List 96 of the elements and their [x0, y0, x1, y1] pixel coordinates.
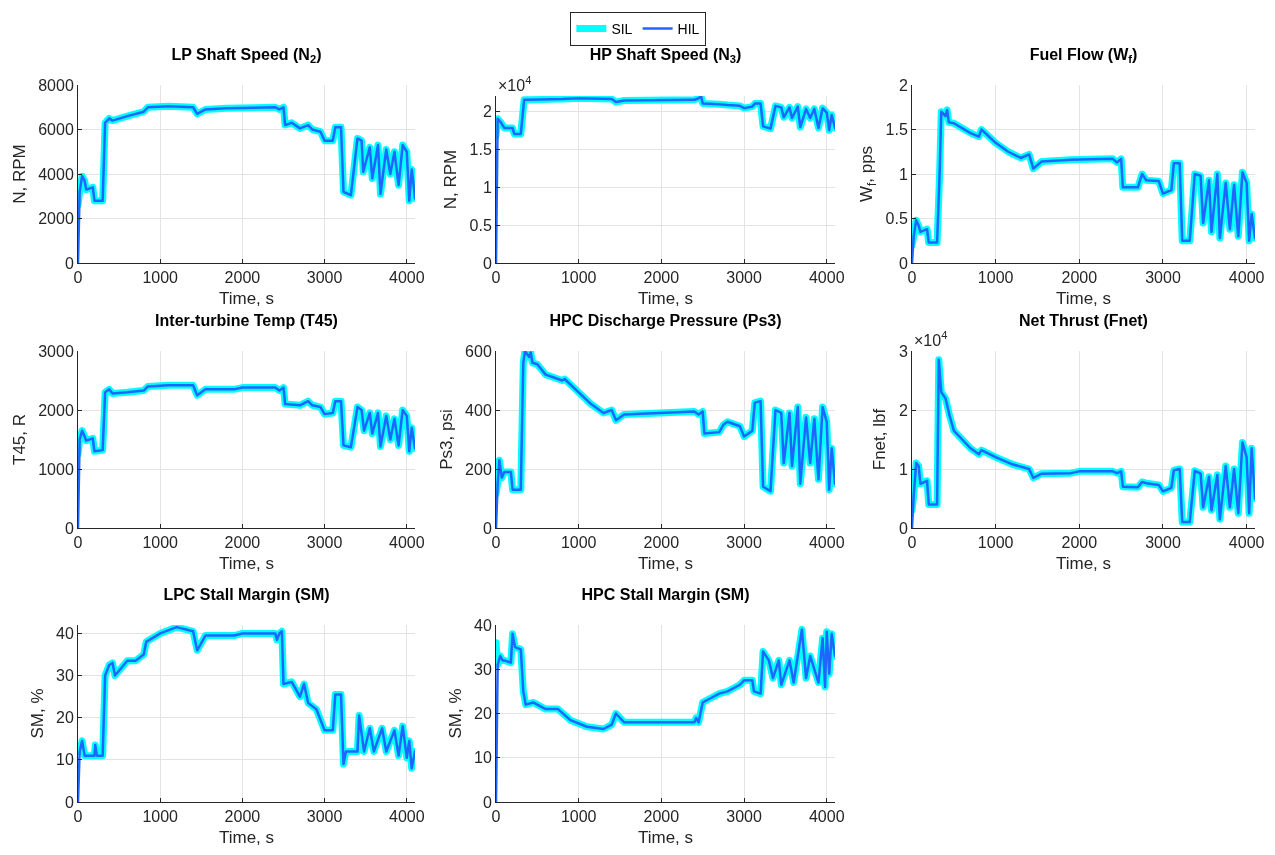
- x-tick-label: 2000: [224, 269, 261, 287]
- x-axis-title: Time, s: [218, 827, 275, 847]
- chart-title: Fuel Flow (W$_{f}$): [1029, 46, 1138, 66]
- y-tick-label: 30: [474, 660, 492, 678]
- chart-title: LPC Stall Margin (SM): [163, 586, 330, 603]
- y-tick-label: 2: [482, 102, 492, 120]
- y-tick-label: 3000: [38, 342, 74, 360]
- y-tick-label: 3: [898, 342, 908, 360]
- x-tick-label: 3000: [306, 534, 343, 552]
- x-tick-label: 2000: [643, 269, 680, 287]
- chart-title: HP Shaft Speed (N$_{3}$): [589, 46, 742, 66]
- y-tick-label: 4000: [38, 165, 74, 183]
- y-tick-label: 0: [898, 254, 908, 272]
- y-axis-title: SM, %: [445, 688, 465, 739]
- x-tick-label: 2000: [1061, 269, 1098, 287]
- x-axis-title: Time, s: [637, 553, 694, 573]
- y-tick-label: 0: [64, 519, 74, 537]
- legend-label: HIL: [677, 20, 700, 37]
- x-axis-title: Time, s: [218, 288, 275, 308]
- y-tick-label: 0: [64, 254, 74, 272]
- legend-label: SIL: [611, 20, 633, 37]
- y-tick-label: 8000: [38, 76, 74, 94]
- y-tick-label: 20: [56, 709, 74, 727]
- x-tick-label: 1000: [142, 269, 179, 287]
- x-tick-label: 1000: [560, 534, 597, 552]
- x-tick-label: 2000: [1061, 534, 1098, 552]
- y-axis-title: T45, R: [9, 413, 29, 466]
- y-tick-label: 400: [465, 401, 492, 419]
- y-tick-label: 1: [898, 165, 908, 183]
- y-tick-label: 1.5: [469, 140, 492, 158]
- y-tick-label: 1.5: [885, 121, 908, 139]
- x-tick-label: 3000: [306, 808, 343, 826]
- y-tick-label: 200: [465, 460, 492, 478]
- y-tick-label: 0: [482, 254, 492, 272]
- x-tick-label: 3000: [726, 808, 762, 826]
- x-tick-label: 1000: [977, 269, 1014, 287]
- y-axis-title: SM, %: [27, 688, 47, 739]
- y-tick-label: 0: [898, 519, 908, 537]
- y-tick-label: 600: [465, 342, 492, 360]
- x-axis-title: Time, s: [637, 288, 694, 308]
- x-tick-label: 3000: [1145, 534, 1181, 552]
- y-tick-label: 1: [898, 460, 908, 478]
- chart-title: Net Thrust (Fnet): [1019, 312, 1148, 329]
- y-tick-label: 0.5: [469, 216, 492, 234]
- x-tick-label: 1000: [560, 808, 597, 826]
- y-tick-label: 2: [898, 401, 908, 419]
- x-tick-label: 4000: [1228, 269, 1265, 287]
- y-axis-title: N, RPM: [441, 149, 461, 210]
- x-tick-label: 4000: [388, 269, 425, 287]
- y-tick-label: 20: [474, 705, 492, 723]
- x-axis-title: Time, s: [637, 827, 694, 847]
- y-tick-label: 0.5: [885, 210, 908, 228]
- x-tick-label: 3000: [306, 269, 343, 287]
- y-tick-label: 0: [64, 793, 74, 811]
- x-tick-label: 3000: [726, 534, 762, 552]
- y-tick-label: 6000: [38, 121, 74, 139]
- text: ×10$^{4}$: [498, 74, 532, 94]
- y-tick-label: 10: [56, 751, 74, 769]
- x-tick-label: 2000: [224, 808, 261, 826]
- x-tick-label: 4000: [808, 269, 845, 287]
- y-axis-title: Ps3, psi: [436, 409, 456, 470]
- x-axis-title: Time, s: [1055, 553, 1112, 573]
- y-tick-label: 2: [898, 76, 908, 94]
- x-tick-label: 4000: [388, 808, 425, 826]
- x-axis-title: Time, s: [218, 553, 275, 573]
- x-tick-label: 2000: [224, 534, 261, 552]
- chart-title: HPC Discharge Pressure (Ps3): [549, 312, 782, 329]
- y-axis-title: Fnet, lbf: [870, 408, 890, 471]
- y-tick-label: 2000: [38, 210, 74, 228]
- y-tick-label: 30: [56, 667, 74, 685]
- x-tick-label: 4000: [808, 808, 845, 826]
- x-tick-label: 3000: [1145, 269, 1181, 287]
- x-tick-label: 1000: [977, 534, 1014, 552]
- y-tick-label: 1000: [38, 460, 74, 478]
- y-tick-label: 40: [474, 616, 492, 634]
- y-tick-label: 10: [474, 749, 492, 767]
- chart-title: Inter-turbine Temp (T45): [155, 312, 338, 329]
- x-axis-title: Time, s: [1055, 288, 1112, 308]
- x-tick-label: 2000: [643, 534, 680, 552]
- y-axis-title: N, RPM: [9, 144, 29, 204]
- chart-title: HPC Stall Margin (SM): [581, 586, 750, 603]
- x-tick-label: 3000: [726, 269, 762, 287]
- x-tick-label: 2000: [643, 808, 680, 826]
- y-tick-label: 0: [482, 519, 492, 537]
- x-tick-label: 1000: [560, 269, 597, 287]
- x-tick-label: 4000: [808, 534, 845, 552]
- y-tick-label: 40: [56, 625, 74, 643]
- x-tick-label: 4000: [1228, 534, 1265, 552]
- x-tick-label: 1000: [142, 808, 179, 826]
- x-tick-label: 4000: [388, 534, 425, 552]
- y-tick-label: 2000: [38, 401, 74, 419]
- chart-title: LP Shaft Speed (N$_{2}$): [171, 46, 322, 66]
- y-tick-label: 1: [482, 178, 492, 196]
- x-tick-label: 1000: [142, 534, 179, 552]
- y-tick-label: 0: [482, 793, 492, 811]
- text: ×10$^{4}$: [914, 329, 948, 349]
